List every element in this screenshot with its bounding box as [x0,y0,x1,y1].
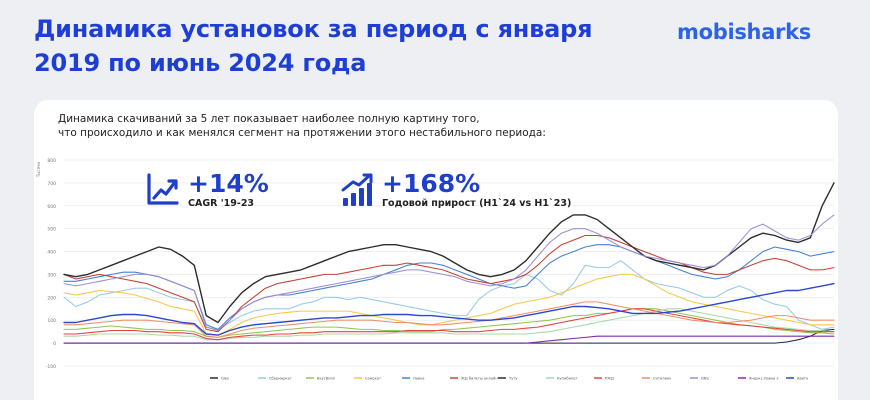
series-line-6 [63,182,835,324]
intro-line-1: Динамика скачиваний за 5 лет показывает … [58,113,480,125]
title-line-1: Динамика установок за период с января [34,15,593,43]
chart-card: Динамика скачиваний за 5 лет показывает … [34,100,838,400]
intro-text: Динамика скачиваний за 5 лет показывает … [58,112,618,140]
chart-series [63,182,835,344]
y-tick-label: 400 [47,250,56,256]
line-chart-up-icon [146,172,180,210]
legend-label: Сбермаркет [269,377,292,381]
kpi-cagr: +14% CAGR '19-23 [188,170,269,210]
series-line-8 [63,308,835,341]
intro-line-2: что происходило и как менялся сегмент на… [58,127,546,139]
legend-label: Яндекс.Лавка 2 [749,377,779,381]
series-line-1 [63,260,835,330]
legend-label: DNS [701,377,709,381]
legend-label: Купибилет [557,377,578,381]
y-tick-label: -100 [46,364,56,370]
series-line-11 [63,335,835,344]
legend-label: ВкусВилл [317,377,335,381]
kpi-cagr-label: CAGR '19-23 [188,198,255,209]
legend-label: ЖД билеты онлайн [461,377,498,381]
installs-line-chart: -100 0 100 200 300 400 500 600 700 800 Тысячи Glex… [36,158,835,381]
y-tick-label: 500 [47,227,56,233]
chart-legend: Glex Сбермаркет ВкусВилл Самокат Лавка ЖД бил… [210,377,808,381]
y-tick-label: 0 [53,341,56,347]
legend-label: Самокат [365,377,381,381]
series-line-5 [63,234,835,333]
legend-label: Туту [508,377,518,381]
kpi-cagr-value: +14% [188,169,269,198]
y-tick-label: 200 [47,295,56,301]
brand-logo: mobisharks [677,20,811,44]
page-title: Динамика установок за период с января 20… [34,12,654,80]
y-tick-label: 600 [47,204,56,210]
legend-label: Glex [221,377,230,381]
series-line-2 [63,308,835,338]
kpi-yoy-label: Годовой прирост (H1`24 vs H1`23) [382,198,572,209]
series-line-3 [63,273,835,336]
y-axis-label: Тысячи [36,162,41,179]
y-tick-label: 700 [47,181,56,187]
bar-chart-up-icon [340,172,376,212]
legend-label: Ситилинк [653,377,672,381]
series-line-9 [63,301,835,338]
y-tick-label: 300 [47,272,56,278]
kpi-yoy-value: +168% [382,169,481,198]
series-line-12 [63,282,835,336]
y-tick-label: 100 [47,318,56,324]
title-line-2: 2019 по июнь 2024 года [34,49,367,77]
series-line-10 [63,214,835,332]
legend-label: Авито [797,377,808,381]
series-line-7 [63,308,835,341]
legend-label: РЖД [605,377,614,381]
legend-label: Лавка [413,377,424,381]
y-tick-label: 800 [47,158,56,164]
kpi-yoy: +168% Годовой прирост (H1`24 vs H1`23) [382,170,571,210]
